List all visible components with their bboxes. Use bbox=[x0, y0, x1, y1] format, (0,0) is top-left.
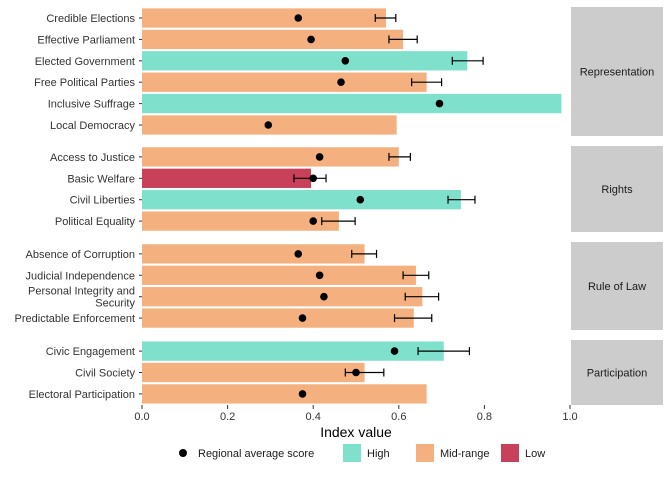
facet-strip bbox=[571, 242, 663, 330]
average-point bbox=[309, 217, 318, 225]
facet-label: Representation bbox=[580, 67, 655, 79]
facet-label: Rights bbox=[601, 184, 633, 196]
category-label: Political Equality bbox=[55, 216, 136, 228]
bar bbox=[142, 93, 562, 114]
average-point bbox=[356, 195, 365, 204]
facet-label: Rule of Law bbox=[588, 281, 646, 293]
bar bbox=[142, 51, 468, 71]
category-label: Civil Society bbox=[75, 368, 135, 380]
average-point bbox=[341, 57, 350, 65]
x-tick-label: 0.4 bbox=[306, 411, 321, 423]
bar bbox=[142, 29, 404, 50]
average-point bbox=[435, 99, 444, 108]
bar bbox=[142, 211, 339, 231]
legend-point-key bbox=[179, 449, 187, 457]
average-point bbox=[352, 368, 360, 377]
legend-label: Mid-range bbox=[440, 448, 490, 460]
legend-swatch bbox=[501, 444, 519, 462]
legend-label: Regional average score bbox=[198, 448, 314, 460]
category-label: Civil Liberties bbox=[70, 195, 136, 207]
category-label: Effective Parliament bbox=[37, 34, 135, 46]
bar bbox=[142, 147, 399, 167]
x-tick-label: 0.8 bbox=[477, 411, 492, 423]
legend-label: High bbox=[367, 448, 390, 460]
category-label: Absence of Corruption bbox=[26, 249, 135, 261]
category-label: Elected Government bbox=[35, 56, 135, 68]
bar bbox=[142, 168, 312, 188]
bar bbox=[142, 308, 414, 328]
bar bbox=[142, 384, 427, 404]
category-label: Electoral Participation bbox=[29, 389, 135, 401]
average-point bbox=[264, 121, 273, 129]
legend-label: Low bbox=[525, 448, 545, 460]
average-point bbox=[320, 292, 328, 301]
x-axis-title: Index value bbox=[320, 424, 392, 440]
bar bbox=[142, 341, 444, 361]
bar bbox=[142, 287, 423, 307]
bar bbox=[142, 244, 365, 264]
average-point bbox=[307, 35, 315, 44]
average-point bbox=[294, 250, 303, 258]
x-tick-label: 0.0 bbox=[134, 411, 149, 423]
average-point bbox=[315, 271, 324, 280]
facet-strip bbox=[571, 146, 663, 232]
category-label: Free Political Parties bbox=[34, 77, 135, 89]
average-point bbox=[294, 14, 303, 22]
bar bbox=[142, 362, 365, 383]
category-label: Inclusive Suffrage bbox=[48, 99, 135, 111]
average-point bbox=[309, 174, 318, 183]
category-label: Civic Engagement bbox=[46, 346, 135, 358]
facet-strip bbox=[571, 7, 663, 136]
category-label: Credible Elections bbox=[46, 13, 135, 25]
category-label: Personal Integrity and Security bbox=[28, 286, 136, 310]
bar bbox=[142, 8, 386, 28]
bar bbox=[142, 72, 427, 92]
legend-swatch bbox=[416, 444, 434, 462]
facet-strip bbox=[571, 340, 663, 405]
bar bbox=[142, 190, 461, 210]
average-point bbox=[390, 347, 399, 355]
average-point bbox=[315, 153, 324, 161]
bar bbox=[142, 265, 416, 285]
category-label: Basic Welfare bbox=[67, 173, 135, 185]
x-tick-label: 1.0 bbox=[562, 411, 577, 423]
x-tick-label: 0.6 bbox=[391, 411, 406, 423]
category-label: Predictable Enforcement bbox=[15, 313, 135, 325]
facet-label: Participation bbox=[587, 368, 648, 380]
average-point bbox=[337, 78, 345, 86]
x-tick-label: 0.2 bbox=[220, 411, 235, 423]
category-label: Access to Justice bbox=[50, 152, 135, 164]
category-label: Local Democracy bbox=[50, 120, 135, 132]
average-point bbox=[298, 390, 307, 398]
category-label: Judicial Independence bbox=[26, 270, 135, 282]
average-point bbox=[298, 314, 307, 322]
legend-swatch bbox=[343, 444, 361, 462]
